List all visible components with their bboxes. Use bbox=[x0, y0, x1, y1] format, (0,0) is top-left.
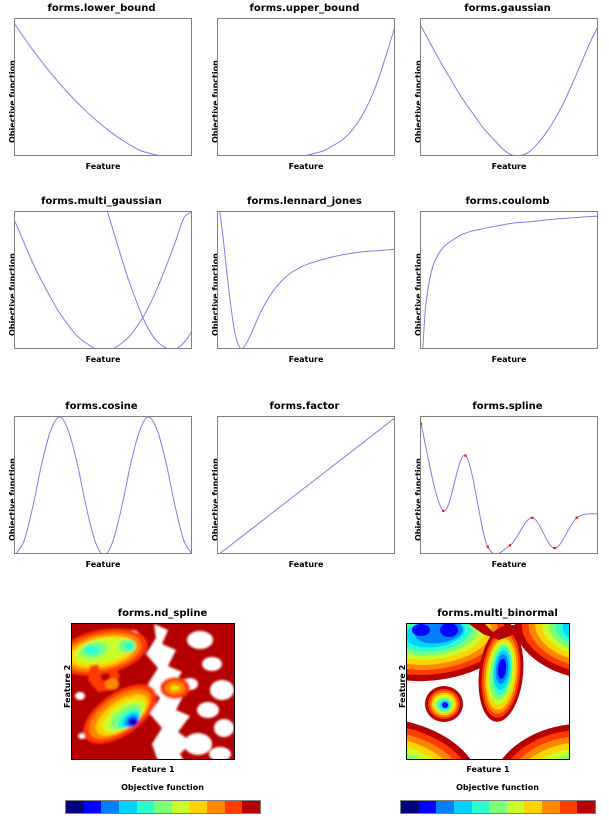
x-axis-label-2d: Feature 1 bbox=[466, 765, 510, 774]
colorbar-swatch bbox=[171, 801, 190, 813]
curve-upper-bound bbox=[305, 27, 394, 155]
x-axis-label: Feature bbox=[85, 560, 121, 569]
colorbar-swatch bbox=[401, 801, 419, 813]
spline-knot-marker bbox=[531, 516, 534, 519]
curve-coulomb bbox=[422, 215, 597, 348]
plot-area bbox=[420, 416, 598, 554]
plot-area bbox=[420, 18, 598, 156]
colorbar-label: Objective function bbox=[456, 783, 539, 792]
colorbar-swatch bbox=[524, 801, 543, 813]
series-line bbox=[15, 417, 191, 553]
colorbar-swatch bbox=[118, 801, 137, 813]
curve-cosine bbox=[15, 417, 191, 553]
subplot-gaussian: forms.gaussian Objective function Featur… bbox=[406, 0, 609, 185]
plot-area bbox=[14, 416, 192, 554]
subplot-lower-bound: forms.lower_bound Objective function Fea… bbox=[0, 0, 203, 185]
subplot-lennard-jones: forms.lennard_jones Objective function F… bbox=[203, 193, 406, 378]
colorbar-swatch bbox=[242, 801, 261, 813]
spline-knot-marker bbox=[421, 422, 423, 425]
colorbar-swatch bbox=[453, 801, 472, 813]
subplot-title: forms.lower_bound bbox=[47, 3, 156, 14]
subplot-title: forms.multi_gaussian bbox=[41, 196, 162, 207]
subplot-spline: forms.spline Objective function Feature bbox=[406, 398, 609, 583]
subplot-title: forms.factor bbox=[269, 401, 340, 412]
series-line bbox=[421, 25, 597, 155]
colorbar-swatch bbox=[66, 801, 84, 813]
contour-area-nd-spline bbox=[71, 623, 235, 760]
colorbar-swatch bbox=[577, 801, 596, 813]
colorbar-swatch bbox=[101, 801, 119, 813]
plot-area bbox=[14, 18, 192, 156]
series-line bbox=[219, 212, 394, 348]
subplot-nd-spline: forms.nd_spline Feature 2 bbox=[55, 605, 270, 821]
curve-factor bbox=[219, 417, 394, 553]
spline-knot-marker bbox=[464, 454, 467, 457]
colorbar-nd-spline bbox=[65, 800, 261, 814]
colorbar-swatch bbox=[542, 801, 560, 813]
plot-area bbox=[14, 211, 192, 349]
plot-area bbox=[217, 416, 395, 554]
colorbar-swatch bbox=[83, 801, 102, 813]
subplot-cosine: forms.cosine Objective function Feature bbox=[0, 398, 203, 583]
series-line bbox=[219, 417, 394, 553]
subplot-upper-bound: forms.upper_bound Objective function Fea… bbox=[203, 0, 406, 185]
colorbar-swatch bbox=[136, 801, 155, 813]
subplot-title: forms.cosine bbox=[65, 401, 138, 412]
subplot-title: forms.coulomb bbox=[465, 196, 550, 207]
colorbar-swatch bbox=[506, 801, 525, 813]
x-axis-label: Feature bbox=[491, 560, 527, 569]
curve-lennard-jones bbox=[219, 212, 394, 348]
x-axis-label: Feature bbox=[288, 355, 324, 364]
subplot-title: forms.upper_bound bbox=[249, 3, 360, 14]
curve-gaussian bbox=[421, 25, 597, 155]
spline-knot-marker bbox=[486, 545, 489, 548]
x-axis-label-2d: Feature 1 bbox=[131, 765, 175, 774]
subplot-coulomb: forms.coulomb Objective function Feature bbox=[406, 193, 609, 378]
series-line bbox=[422, 215, 597, 348]
series-line bbox=[305, 27, 394, 155]
series-line bbox=[15, 212, 191, 348]
series-line bbox=[15, 24, 160, 155]
subplot-factor: forms.factor Objective function Feature bbox=[203, 398, 406, 583]
colorbar-swatch bbox=[471, 801, 490, 813]
colorbar-swatch bbox=[489, 801, 507, 813]
colorbar-swatch bbox=[559, 801, 578, 813]
spline-knot-marker bbox=[575, 516, 578, 519]
subplot-title: forms.lennard_jones bbox=[247, 196, 362, 207]
subplot-title: forms.nd_spline bbox=[117, 608, 208, 619]
x-axis-label: Feature bbox=[491, 355, 527, 364]
spline-knot-marker bbox=[442, 509, 445, 512]
subplot-title: forms.multi_binormal bbox=[437, 608, 558, 619]
spline-knot-marker bbox=[553, 547, 556, 550]
series-line bbox=[107, 212, 191, 348]
colorbar-swatch bbox=[436, 801, 454, 813]
subplot-multi-binormal: forms.multi_binormal Feature 2 bbox=[390, 605, 605, 821]
subplot-multi-gaussian: forms.multi_gaussian Objective function … bbox=[0, 193, 203, 378]
plot-area bbox=[217, 18, 395, 156]
subplot-title: forms.spline bbox=[472, 401, 543, 412]
spline-knot-marker bbox=[508, 544, 512, 547]
colorbar-multi-binormal bbox=[400, 800, 596, 814]
colorbar-swatch bbox=[207, 801, 225, 813]
curve-lower-bound bbox=[15, 24, 160, 155]
colorbar-label: Objective function bbox=[121, 783, 204, 792]
colorbar-swatch bbox=[189, 801, 208, 813]
x-axis-label: Feature bbox=[491, 162, 527, 171]
subplot-title: forms.gaussian bbox=[464, 3, 551, 14]
plot-area bbox=[217, 211, 395, 349]
contour-nd-spline bbox=[72, 624, 234, 759]
x-axis-label: Feature bbox=[288, 162, 324, 171]
curve-multi-gaussian bbox=[15, 212, 191, 348]
series-line bbox=[421, 423, 597, 553]
contour-multi-binormal bbox=[407, 624, 569, 759]
colorbar-swatch bbox=[224, 801, 243, 813]
colorbar-swatch bbox=[418, 801, 437, 813]
contour-area-multi-binormal bbox=[406, 623, 570, 760]
x-axis-label: Feature bbox=[288, 560, 324, 569]
x-axis-label: Feature bbox=[85, 355, 121, 364]
colorbar-swatch bbox=[154, 801, 172, 813]
plot-area bbox=[420, 211, 598, 349]
x-axis-label: Feature bbox=[85, 162, 121, 171]
curve-spline bbox=[421, 422, 597, 553]
